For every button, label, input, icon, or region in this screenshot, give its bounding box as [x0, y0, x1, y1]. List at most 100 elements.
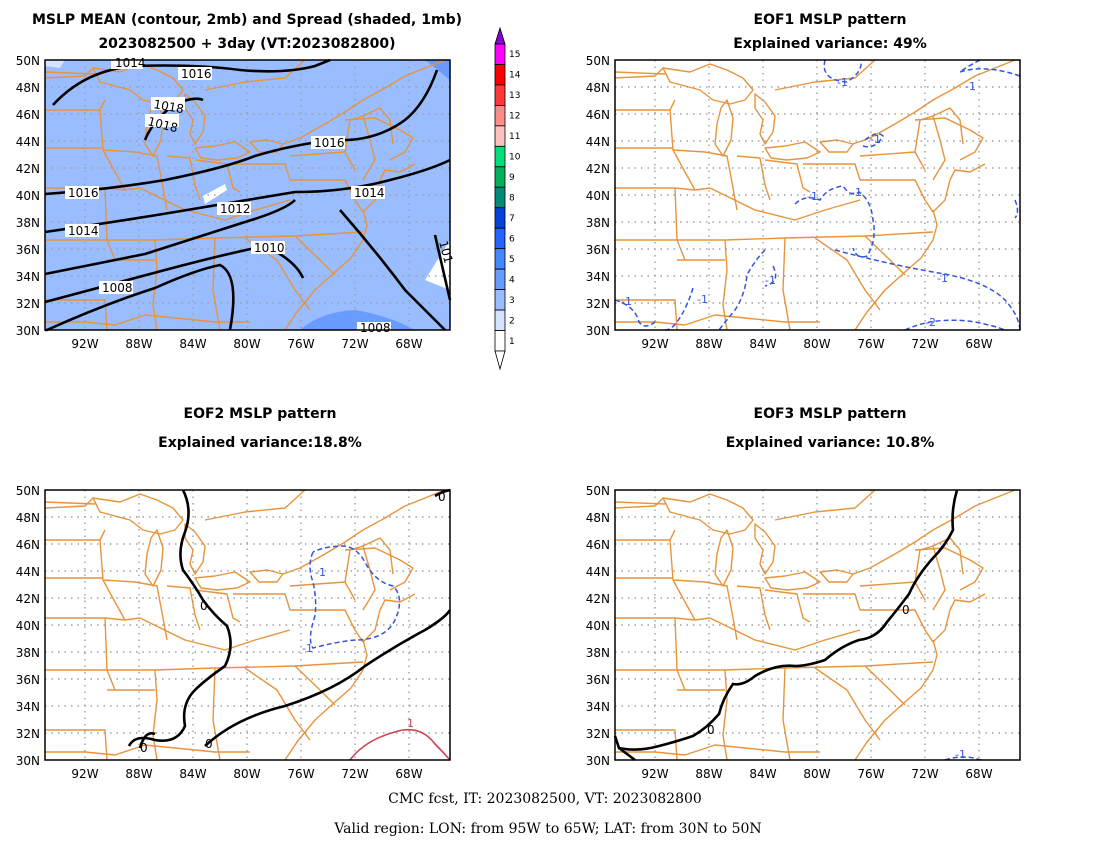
colorbar-label: 7	[509, 214, 515, 224]
panel-eof1-subtitle: Explained variance: 49%	[733, 36, 926, 52]
colorbar-label: 9	[509, 173, 515, 183]
svg-text:48N: 48N	[16, 81, 40, 95]
svg-text:46N: 46N	[586, 538, 610, 552]
colorbar-label: 6	[509, 234, 515, 244]
svg-text:92W: 92W	[641, 767, 668, 781]
contour-label: -1	[302, 642, 313, 655]
svg-text:92W: 92W	[71, 767, 98, 781]
contour-label: -1	[807, 190, 818, 203]
svg-text:36N: 36N	[586, 673, 610, 687]
colorbar-label: 5	[509, 255, 515, 265]
svg-text:42N: 42N	[16, 592, 40, 606]
contour-label: 0	[140, 741, 148, 755]
svg-text:50N: 50N	[586, 484, 610, 498]
colorbar-swatch	[494, 105, 506, 127]
contour-label: 1008	[360, 321, 391, 335]
svg-text:46N: 46N	[16, 538, 40, 552]
svg-text:44N: 44N	[586, 135, 610, 149]
lat-axis: 50N 48N 46N 44N 42N 40N 38N 36N 34N 32N …	[586, 54, 610, 338]
svg-text:72W: 72W	[341, 767, 368, 781]
lon-axis: 92W 88W 84W 80W 76W 72W 68W	[641, 337, 992, 351]
map-frame	[614, 59, 1021, 331]
contour-label: 1014	[115, 56, 146, 70]
svg-text:76W: 76W	[857, 767, 884, 781]
svg-text:32N: 32N	[586, 727, 610, 741]
svg-text:88W: 88W	[695, 337, 722, 351]
footer-valid-region: Valid region: LON: from 95W to 65W; LAT:…	[333, 821, 761, 837]
spread-colorbar: 15 14 13 12 11 10 9 8 7 6 5 4 3 2 1	[494, 26, 521, 371]
panel-eof1-title: EOF1 MSLP pattern	[754, 12, 907, 28]
svg-text:46N: 46N	[16, 108, 40, 122]
panel-mean: MSLP MEAN (contour, 2mb) and Spread (sha…	[16, 12, 462, 351]
svg-text:40N: 40N	[586, 189, 610, 203]
panel-eof2-title: EOF2 MSLP pattern	[184, 406, 337, 422]
colorbar-swatch	[494, 43, 506, 65]
panel-eof1: EOF1 MSLP pattern Explained variance: 49…	[586, 12, 1021, 351]
colorbar-label: 15	[509, 50, 520, 60]
graticule	[615, 490, 1020, 760]
contour-label: -1	[697, 293, 708, 306]
svg-text:84W: 84W	[749, 767, 776, 781]
svg-text:34N: 34N	[16, 700, 40, 714]
colorbar-swatch	[494, 166, 506, 188]
contour-label: 1018	[152, 97, 185, 116]
svg-text:72W: 72W	[341, 337, 368, 351]
panel-eof3: EOF3 MSLP pattern Explained variance: 10…	[586, 406, 1021, 781]
svg-text:84W: 84W	[749, 337, 776, 351]
svg-text:88W: 88W	[125, 767, 152, 781]
svg-text:72W: 72W	[911, 767, 938, 781]
contour-label: -1	[955, 748, 966, 761]
graticule	[45, 490, 450, 760]
map-frame	[614, 489, 1021, 761]
lat-axis: 50N 48N 46N 44N 42N 40N 38N 36N 34N 32N …	[586, 484, 610, 768]
contour-label: -1	[621, 295, 632, 308]
svg-text:72W: 72W	[911, 337, 938, 351]
svg-text:42N: 42N	[16, 162, 40, 176]
svg-text:40N: 40N	[16, 619, 40, 633]
colorbar-label: 12	[509, 112, 520, 122]
contour-label: -1	[837, 76, 848, 89]
colorbar-swatch	[494, 186, 506, 209]
colorbar-swatch	[494, 84, 506, 106]
contour-label: 0	[438, 490, 446, 504]
svg-text:50N: 50N	[16, 484, 40, 498]
contour-label: 1	[407, 717, 414, 730]
svg-text:38N: 38N	[16, 646, 40, 660]
svg-text:34N: 34N	[586, 700, 610, 714]
svg-text:42N: 42N	[586, 592, 610, 606]
svg-text:48N: 48N	[586, 511, 610, 525]
contour-label: 1012	[220, 202, 251, 216]
svg-text:32N: 32N	[16, 297, 40, 311]
colorbar-label: 4	[509, 275, 515, 285]
contour-label: -1	[315, 566, 326, 579]
svg-text:48N: 48N	[586, 81, 610, 95]
colorbar-swatch	[494, 207, 506, 229]
svg-text:76W: 76W	[287, 337, 314, 351]
colorbar-swatch	[494, 145, 506, 168]
svg-text:44N: 44N	[586, 565, 610, 579]
contour-label: 0	[707, 723, 715, 737]
svg-text:40N: 40N	[586, 619, 610, 633]
colorbar-swatch	[494, 330, 506, 352]
colorbar-swatch	[494, 309, 506, 331]
contour-label: -1	[937, 272, 948, 285]
svg-text:30N: 30N	[586, 754, 610, 768]
map-frame	[44, 489, 451, 761]
svg-text:84W: 84W	[179, 767, 206, 781]
colorbar-label: 3	[509, 296, 515, 306]
svg-text:30N: 30N	[586, 324, 610, 338]
lon-axis: 92W 88W 84W 80W 76W 72W 68W	[71, 767, 422, 781]
panel-eof3-title: EOF3 MSLP pattern	[754, 406, 907, 422]
svg-text:38N: 38N	[586, 646, 610, 660]
colorbar-swatch	[494, 248, 506, 270]
map-frame	[44, 59, 451, 331]
contour-label: -1	[851, 186, 862, 199]
svg-text:50N: 50N	[16, 54, 40, 68]
contour-label: 1016	[314, 136, 345, 150]
svg-text:40N: 40N	[16, 189, 40, 203]
svg-text:80W: 80W	[803, 337, 830, 351]
svg-text:68W: 68W	[395, 337, 422, 351]
contour-label: 1016	[181, 67, 212, 81]
contour-label: 1010	[254, 241, 285, 255]
